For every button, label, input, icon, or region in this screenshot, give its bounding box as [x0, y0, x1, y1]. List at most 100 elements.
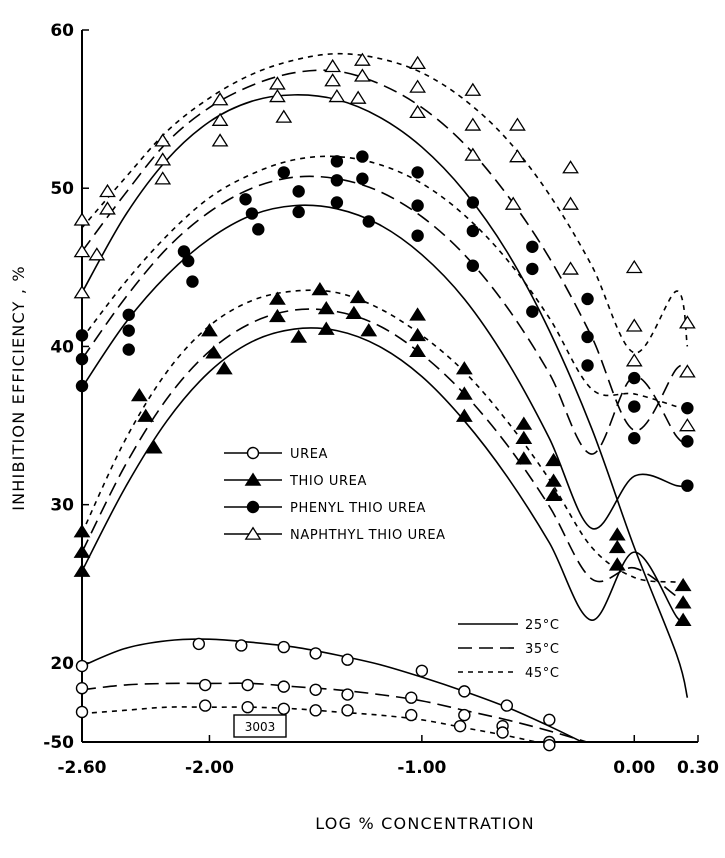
- naphthyl-thio-urea-25c-point: [73, 285, 91, 299]
- phenyl-thio-urea-45c-point: [526, 240, 539, 253]
- naphthyl-thio-urea-35c-point: [211, 112, 229, 126]
- thio-urea-25c-point: [317, 321, 335, 335]
- thio-urea-45c-point: [269, 291, 286, 305]
- phenyl-thio-urea-45c-point: [330, 155, 344, 168]
- urea-25c-point: [192, 637, 206, 651]
- urea-25c-point: [415, 664, 429, 677]
- naphthyl-thio-urea-25c-point: [562, 261, 579, 275]
- thio-urea-25c-point: [215, 361, 233, 375]
- phenyl-thio-urea-35c-point: [122, 324, 135, 337]
- thio-urea-45c-point: [349, 289, 367, 304]
- phenyl-thio-urea-25c-point: [75, 379, 89, 393]
- urea-25c-point: [500, 699, 514, 712]
- naphthyl-thio-urea-35c-point: [354, 68, 371, 82]
- legend-marker-thio-urea: [244, 472, 262, 486]
- thio-urea-25c-point: [360, 323, 378, 337]
- thio-urea-35c-point: [409, 327, 426, 342]
- legend-label-naphthyl-thio-urea: NAPHTHYL THIO UREA: [290, 528, 446, 543]
- naphthyl-thio-urea-45c-point: [324, 58, 342, 73]
- naphthyl-thio-urea-25c-point: [679, 418, 696, 432]
- naphthyl-thio-urea-25c-point: [275, 109, 293, 123]
- thio-urea-45c-point: [311, 281, 329, 296]
- thio-urea-25c-point: [290, 329, 308, 343]
- thio-urea-35c-point: [269, 308, 286, 323]
- urea-35c-point: [277, 680, 290, 693]
- phenyl-thio-urea-45c-point: [356, 150, 369, 163]
- thio-urea-35c-point: [545, 473, 562, 487]
- phenyl-thio-urea-35c-point: [526, 262, 539, 276]
- x-axis-title: LOG % CONCENTRATION: [315, 814, 535, 833]
- phenyl-thio-urea-25c-point: [466, 259, 480, 272]
- phenyl-thio-urea-45c-curve: [82, 155, 688, 411]
- phenyl-thio-urea-35c-point: [466, 224, 480, 238]
- phenyl-thio-urea-35c-point: [581, 330, 594, 344]
- legend-marker-naphthyl-thio-urea: [244, 526, 262, 540]
- urea-35c-point: [241, 678, 254, 692]
- thio-urea-35c-point: [73, 544, 91, 558]
- phenyl-thio-urea-25c-point: [681, 479, 694, 492]
- naphthyl-thio-urea-25c-point: [625, 353, 643, 367]
- naphthyl-thio-urea-45c-point: [679, 315, 696, 329]
- x-tick-label: -1.00: [397, 758, 446, 778]
- legend-label-phenyl-thio-urea: PHENYL THIO UREA: [290, 501, 426, 516]
- x-tick-label: -2.60: [58, 758, 107, 778]
- naphthyl-thio-urea-45c-curve: [82, 52, 689, 354]
- naphthyl-thio-urea-45c-point: [73, 212, 91, 226]
- phenyl-thio-urea-45c-point: [277, 166, 290, 179]
- urea-25c-point: [309, 647, 322, 660]
- naphthyl-thio-urea-25c-curve: [82, 94, 689, 698]
- naphthyl-thio-urea-35c-curve: [82, 69, 689, 432]
- thio-urea-45c-point: [515, 416, 533, 430]
- y-tick-label: -50: [43, 733, 74, 753]
- y-tick-label: 50: [50, 179, 74, 199]
- legend-label-45c: 45°C: [525, 666, 560, 681]
- phenyl-thio-urea-35c-point: [245, 207, 259, 220]
- phenyl-thio-urea-25c-point: [411, 229, 424, 242]
- phenyl-thio-urea-35c-point: [292, 185, 305, 198]
- thio-urea-35c-point: [455, 386, 473, 400]
- naphthyl-thio-urea-35c-point: [73, 244, 91, 258]
- phenyl-thio-urea-35c-curve: [82, 175, 688, 455]
- phenyl-thio-urea-25c-point: [581, 359, 594, 372]
- urea-35c-point: [405, 691, 418, 704]
- thio-urea-35c-point: [345, 305, 363, 319]
- figure-stamp: 3003: [233, 714, 287, 738]
- legend-label-thio-urea: THIO UREA: [289, 474, 367, 489]
- y-tick-label: 60: [50, 21, 74, 41]
- urea-45c-point: [453, 719, 467, 733]
- thio-urea-25c-point: [545, 487, 562, 501]
- naphthyl-thio-urea-45c-point: [409, 55, 426, 70]
- naphthyl-thio-urea-45c-point: [509, 117, 526, 131]
- phenyl-thio-urea-45c-point: [75, 329, 89, 342]
- naphthyl-thio-urea-25c-point: [88, 247, 106, 261]
- thio-urea-25c-point: [145, 440, 163, 454]
- naphthyl-thio-urea-35c-point: [625, 318, 643, 332]
- urea-45c-point: [496, 726, 509, 739]
- naphthyl-thio-urea-45c-point: [99, 183, 116, 198]
- phenyl-thio-urea-25c-point: [526, 305, 539, 318]
- naphthyl-thio-urea-25c-point: [328, 88, 346, 103]
- urea-35c-point: [458, 708, 471, 722]
- naphthyl-thio-urea-35c-point: [324, 73, 342, 87]
- thio-urea-45c-point: [674, 577, 692, 592]
- figure-stamp-label: 3003: [245, 720, 276, 734]
- urea-25c-point: [458, 685, 471, 698]
- phenyl-thio-urea-35c-point: [681, 435, 694, 448]
- phenyl-thio-urea-35c-point: [411, 199, 424, 212]
- naphthyl-thio-urea-45c-point: [625, 259, 643, 274]
- thio-urea-45c-point: [608, 527, 626, 541]
- naphthyl-thio-urea-45c-point: [354, 52, 371, 66]
- thio-urea-25c-point: [674, 612, 692, 626]
- phenyl-thio-urea-45c-point: [628, 371, 641, 385]
- phenyl-thio-urea-35c-point: [330, 174, 344, 187]
- legend-label-urea: UREA: [290, 447, 328, 462]
- x-tick-label: 0.00: [613, 758, 655, 778]
- urea-35c-point: [198, 678, 212, 692]
- thio-urea-45c-point: [73, 524, 91, 538]
- urea-35c-point: [309, 683, 322, 696]
- urea-45c-point: [75, 705, 89, 719]
- y-tick-label: 20: [50, 654, 74, 674]
- thio-urea-25c-point: [515, 451, 533, 465]
- naphthyl-thio-urea-35c-point: [99, 201, 116, 215]
